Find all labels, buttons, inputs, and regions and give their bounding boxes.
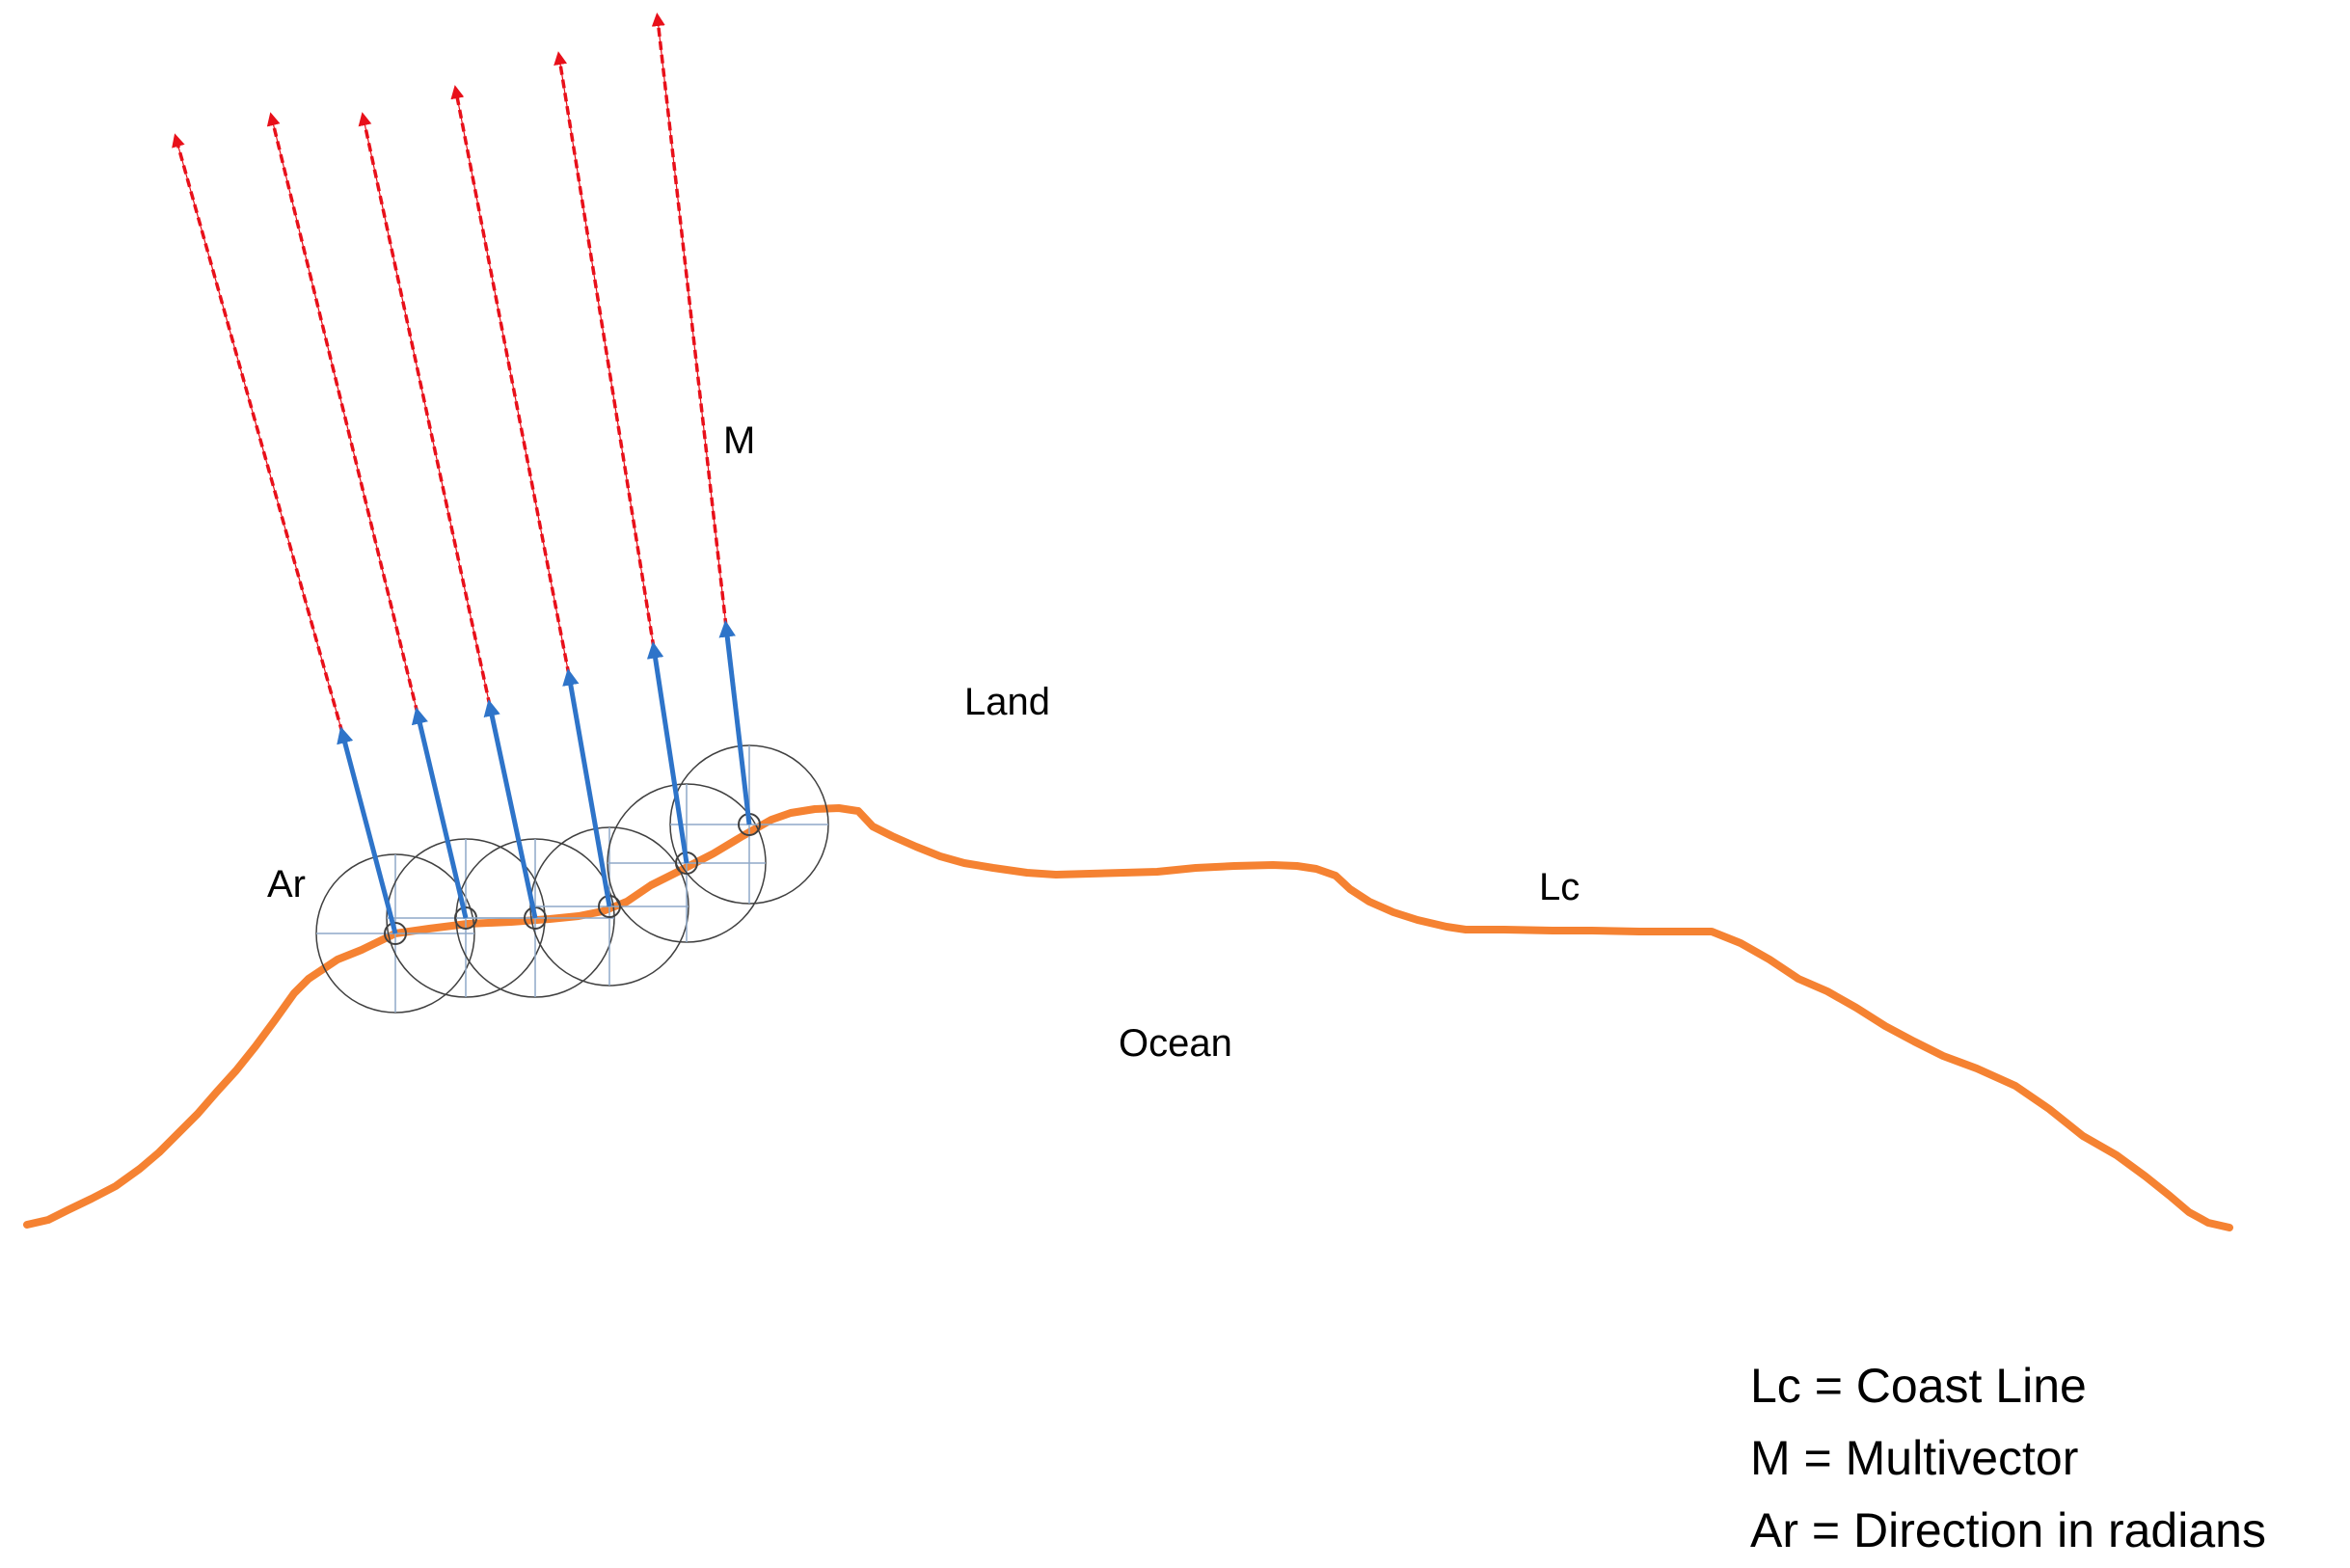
- multivector-core: [176, 139, 343, 734]
- direction-arrow: [483, 699, 538, 919]
- label-land: Land: [964, 681, 1050, 723]
- direction-arrow: [337, 726, 398, 934]
- label-m: M: [723, 419, 756, 462]
- multivectors: [172, 13, 752, 934]
- legend: Lc = Coast Line M = Multivector Ar = Dir…: [1750, 1350, 2266, 1567]
- label-ocean: Ocean: [1119, 1022, 1232, 1065]
- legend-item-direction: Ar = Direction in radians: [1750, 1503, 2266, 1557]
- coastline: [23, 804, 2233, 1231]
- multivector-core: [363, 118, 491, 707]
- legend-item-coast-line: Lc = Coast Line: [1750, 1359, 2087, 1413]
- multivector-core: [558, 57, 655, 649]
- multivector-core: [455, 91, 570, 676]
- direction-arrow: [718, 620, 752, 825]
- direction-arrow: [562, 668, 612, 907]
- direction-arrow: [411, 707, 469, 919]
- legend-item-multivector: M = Multivector: [1750, 1431, 2079, 1485]
- direction-circles: [315, 744, 829, 1014]
- coastline-path: [23, 804, 2233, 1231]
- label-lc: Lc: [1539, 866, 1580, 908]
- multivector-core: [657, 18, 727, 628]
- anchor-point: [384, 922, 407, 945]
- label-ar: Ar: [267, 863, 306, 906]
- multivector-core: [271, 118, 419, 715]
- direction-arrow: [646, 641, 689, 864]
